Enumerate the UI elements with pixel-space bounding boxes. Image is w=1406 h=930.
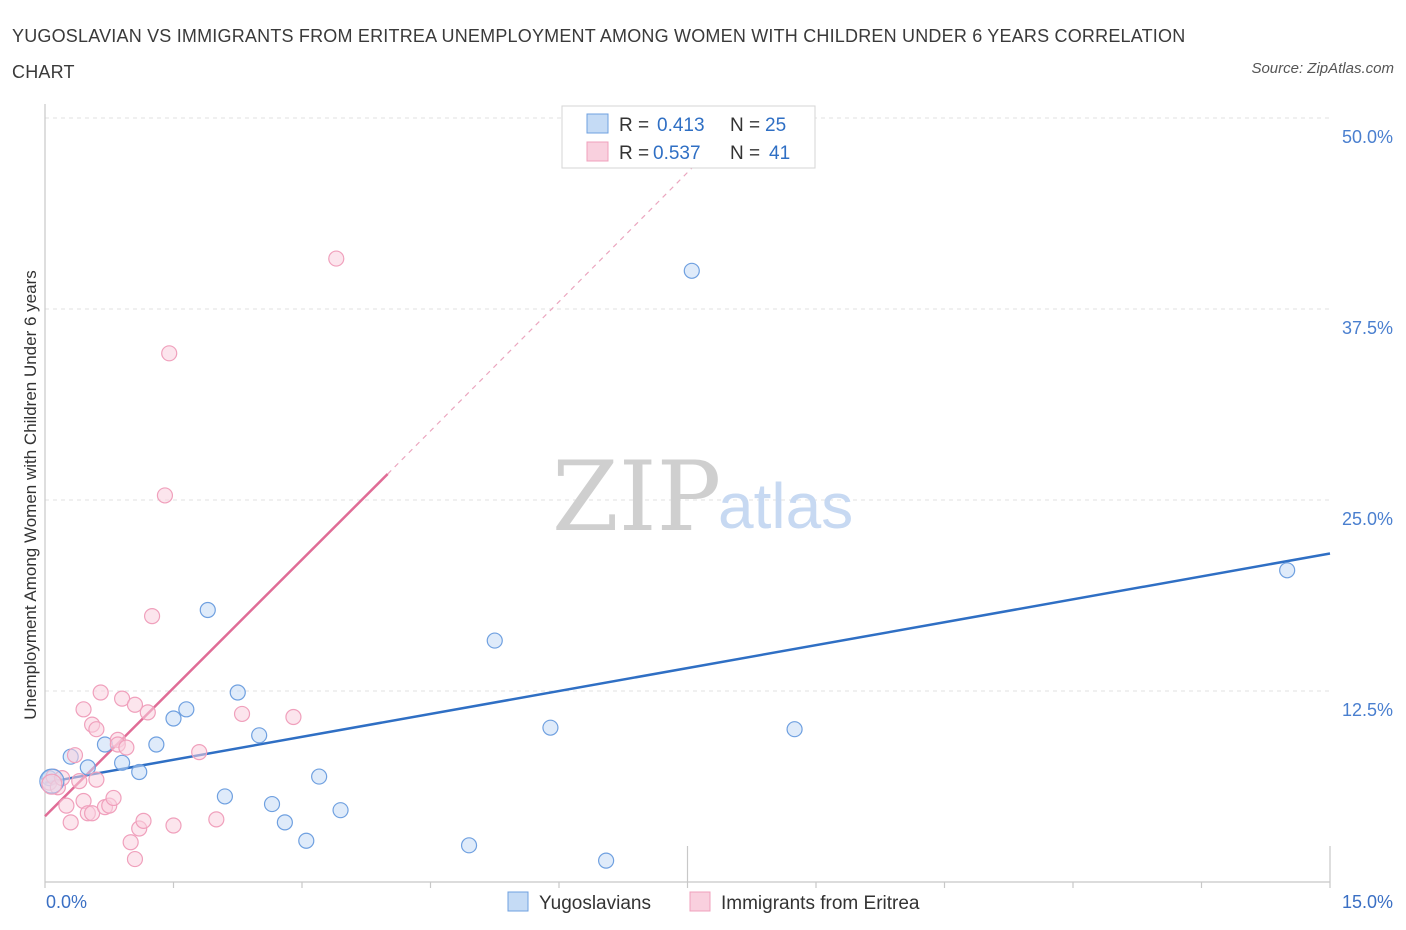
legend-label-yugoslavians: Yugoslavians <box>539 893 651 914</box>
point-yugoslavians-11 <box>229 684 246 701</box>
point-yugoslavians-22 <box>683 262 700 279</box>
stats-box: R = 0.413 N = 25 R = 0.537 N = 41 <box>561 105 816 169</box>
point-eritrea-31 <box>161 345 178 362</box>
trend-line-yugoslavians <box>44 552 1331 784</box>
legend-swatch-eritrea <box>689 891 711 912</box>
point-eritrea-32 <box>165 817 182 834</box>
point-eritrea-22 <box>118 739 135 756</box>
point-eritrea-23 <box>122 834 139 851</box>
stats-r-label-1: R = <box>619 115 649 136</box>
trend-line-eritrea <box>44 473 389 818</box>
point-yugoslavians-4 <box>113 754 131 771</box>
axis-layer <box>44 104 1331 888</box>
y-tick-label-1: 25.0% <box>1342 509 1393 529</box>
point-cluster-yugoslavians <box>39 768 65 794</box>
stats-n-value-2: 41 <box>769 143 790 164</box>
stats-r-value-2: 0.537 <box>653 143 701 164</box>
source-label: Source: ZipAtlas.com <box>1251 60 1394 77</box>
point-yugoslavians-19 <box>486 632 503 649</box>
point-yugoslavians-2 <box>79 759 96 776</box>
point-eritrea-37 <box>328 250 345 267</box>
grid-layer <box>45 117 1330 692</box>
point-eritrea-13 <box>88 771 105 788</box>
trend-layer <box>44 163 1331 818</box>
point-eritrea-33 <box>191 744 208 761</box>
stats-swatch-eritrea <box>586 141 609 162</box>
point-eritrea-36 <box>285 708 302 726</box>
point-eritrea-9 <box>75 701 92 718</box>
bottom-legend: Yugoslavians Immigrants from Eritrea <box>507 891 920 914</box>
y-tick-label-2: 37.5% <box>1342 318 1393 338</box>
point-yugoslavians-18 <box>460 837 478 854</box>
point-eritrea-5 <box>62 814 79 831</box>
point-yugoslavians-24 <box>1279 562 1296 579</box>
stats-swatch-yugoslavians <box>586 113 609 134</box>
stats-r-value-1: 0.413 <box>657 115 705 136</box>
point-yugoslavians-20 <box>542 719 559 736</box>
point-eritrea-29 <box>143 608 161 625</box>
point-eritrea-6 <box>66 747 84 764</box>
legend-swatch-yugoslavians <box>507 891 529 912</box>
point-cluster-eritrea <box>41 773 63 795</box>
y-tick-label-3: 50.0% <box>1342 127 1393 147</box>
point-yugoslavians-10 <box>216 788 233 805</box>
point-yugoslavians-21 <box>598 852 615 869</box>
y-tick-label-0: 12.5% <box>1342 700 1393 720</box>
point-yugoslavians-5 <box>131 763 148 781</box>
chart-title: YUGOSLAVIAN VS IMMIGRANTS FROM ERITREA U… <box>12 26 1186 82</box>
point-eritrea-28 <box>139 704 156 721</box>
stats-n-label-2: N = <box>730 143 760 164</box>
point-yugoslavians-9 <box>199 601 216 619</box>
point-yugoslavians-23 <box>786 721 803 738</box>
point-eritrea-30 <box>156 487 174 504</box>
point-eritrea-18 <box>105 789 122 807</box>
x-tick-label-max: 15.0% <box>1342 892 1393 912</box>
point-yugoslavians-12 <box>251 727 268 744</box>
point-eritrea-4 <box>58 797 75 814</box>
point-eritrea-35 <box>233 705 251 723</box>
point-yugoslavians-17 <box>332 802 349 819</box>
x-tick-label-min: 0.0% <box>46 892 87 912</box>
point-eritrea-14 <box>88 721 105 738</box>
point-eritrea-15 <box>92 684 109 701</box>
point-eritrea-7 <box>71 773 88 790</box>
trend-extension-eritrea <box>387 163 697 475</box>
watermark: ZIP atlas <box>552 441 853 553</box>
point-yugoslavians-16 <box>311 768 328 785</box>
point-yugoslavians-13 <box>263 795 281 813</box>
point-yugoslavians-8 <box>178 701 195 718</box>
legend-label-eritrea: Immigrants from Eritrea <box>721 893 920 914</box>
point-yugoslavians-7 <box>165 710 182 727</box>
point-yugoslavians-6 <box>148 736 165 753</box>
point-eritrea-24 <box>126 696 144 713</box>
point-eritrea-21 <box>113 690 131 707</box>
point-eritrea-27 <box>135 812 152 829</box>
ticks-layer: 12.5% 25.0% 37.5% 50.0% 0.0% 15.0% <box>46 127 1393 912</box>
watermark-atlas: atlas <box>718 470 853 542</box>
y-axis-title: Unemployment Among Women with Children U… <box>21 270 40 719</box>
stats-r-label-2: R = <box>619 143 649 164</box>
point-yugoslavians-15 <box>298 832 315 849</box>
watermark-zip: ZIP <box>552 441 721 553</box>
stats-n-value-1: 25 <box>765 115 786 136</box>
point-yugoslavians-14 <box>276 814 293 831</box>
points-layer <box>39 250 1296 869</box>
point-eritrea-11 <box>84 805 101 822</box>
point-eritrea-25 <box>126 850 144 868</box>
point-eritrea-34 <box>208 811 225 828</box>
stats-n-label-1: N = <box>730 115 760 136</box>
